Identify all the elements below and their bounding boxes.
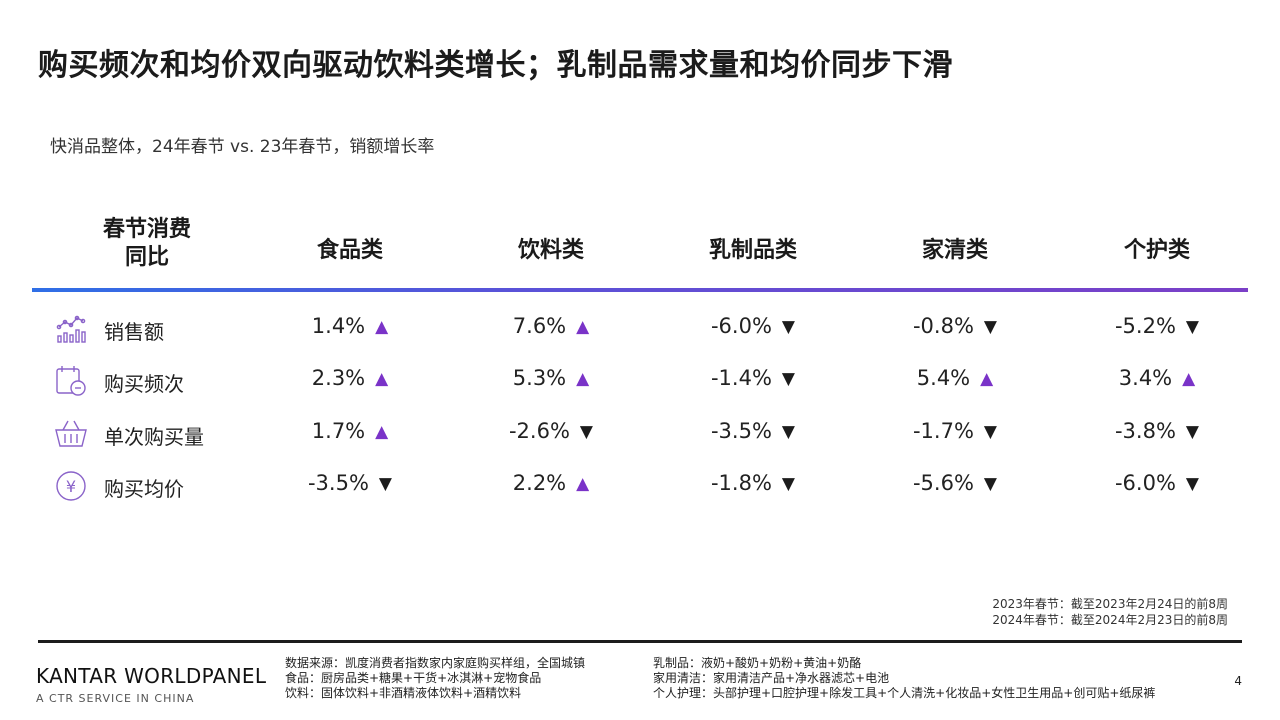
cell: 3.4% ▲ [1118,366,1196,390]
table-row-avg-price: ¥ 购买均价 -3.5% ▼ 2.2% ▲ -1.8% ▼ -5.6% ▼ -6.0% ▼ [0,463,1280,509]
cell: -5.6% ▼ [912,471,997,495]
column-header-beverage: 饮料类 [517,238,584,263]
period-notes: 2023年春节：截至2023年2月24日的前8周 2024年春节：截至2024年… [992,596,1228,628]
down-arrow-icon: ▼ [983,317,997,337]
calendar-clock-icon [56,366,86,396]
table-row-sales: 销售额 1.4% ▲ 7.6% ▲ -6.0% ▼ -0.8% ▼ -5.2% ▼ [0,306,1280,352]
footer-note: 家用清洁：家用清洁产品+净水器滤芯+电池 [653,671,890,685]
down-arrow-icon: ▼ [781,422,795,442]
brand-tagline: A CTR SERVICE IN CHINA [36,692,195,705]
down-arrow-icon: ▼ [781,369,795,389]
footer-note: 饮料：固体饮料+非酒精液体饮料+酒精饮料 [285,686,522,700]
cell: 1.7% ▲ [311,419,389,443]
cell: -5.2% ▼ [1114,314,1199,338]
footer-note: 食品：厨房品类+糖果+干货+冰淇淋+宠物食品 [285,671,542,685]
table-header-first: 春节消费 同比 [72,216,222,272]
page-subtitle: 快消品整体，24年春节 vs. 23年春节，销额增长率 [50,137,435,157]
cell: -0.8% ▼ [912,314,997,338]
header-divider [32,288,1248,292]
cell: -3.8% ▼ [1114,419,1199,443]
row-label-frequency: 购买频次 [104,372,184,396]
cell: -3.5% ▼ [710,419,795,443]
cell: -3.5% ▼ [307,471,392,495]
cell: 5.4% ▲ [916,366,994,390]
column-header-home-care: 家清类 [921,238,988,263]
cell: 2.2% ▲ [512,471,590,495]
down-arrow-icon: ▼ [378,474,392,494]
down-arrow-icon: ▼ [983,422,997,442]
cell: -6.0% ▼ [1114,471,1199,495]
cell: 2.3% ▲ [311,366,389,390]
column-header-food: 食品类 [316,238,383,263]
up-arrow-icon: ▲ [1182,369,1196,389]
svg-text:¥: ¥ [66,477,76,496]
table-row-frequency: 购买频次 2.3% ▲ 5.3% ▲ -1.4% ▼ 5.4% ▲ 3.4% ▲ [0,358,1280,404]
footer-note: 数据来源：凯度消费者指数家内家庭购买样组，全国城镇 [285,656,586,670]
footer-notes-left: 数据来源：凯度消费者指数家内家庭购买样组，全国城镇 食品：厨房品类+糖果+干货+… [285,656,585,701]
down-arrow-icon: ▼ [1185,317,1199,337]
column-header-dairy: 乳制品类 [708,238,797,263]
brand-logo: KANTAR WORLDPANEL [36,664,267,688]
cell: -1.7% ▼ [912,419,997,443]
footer-note: 个人护理：头部护理+口腔护理+除发工具+个人清洗+化妆品+女性卫生用品+创可贴+… [653,686,1156,700]
down-arrow-icon: ▼ [579,422,593,442]
cell: -2.6% ▼ [508,419,593,443]
cell: -1.8% ▼ [710,471,795,495]
footer-divider [38,640,1242,643]
column-header-personal-care: 个护类 [1123,238,1190,263]
down-arrow-icon: ▼ [781,317,795,337]
table-header-first-line2: 同比 [124,245,169,270]
footer-notes-right: 乳制品：液奶+酸奶+奶粉+黄油+奶酪 家用清洁：家用清洁产品+净水器滤芯+电池 … [653,656,1155,701]
yuan-coin-icon: ¥ [56,471,86,501]
up-arrow-icon: ▲ [576,369,590,389]
up-arrow-icon: ▲ [375,317,389,337]
down-arrow-icon: ▼ [983,474,997,494]
down-arrow-icon: ▼ [781,474,795,494]
page-number: 4 [1234,674,1242,688]
page-title: 购买频次和均价双向驱动饮料类增长；乳制品需求量和均价同步下滑 [38,48,953,83]
down-arrow-icon: ▼ [1185,422,1199,442]
row-label-volume: 单次购买量 [104,425,204,449]
sales-chart-icon [56,315,86,343]
cell: -1.4% ▼ [710,366,795,390]
cell: 1.4% ▲ [311,314,389,338]
up-arrow-icon: ▲ [576,317,590,337]
table-header-first-line1: 春节消费 [102,217,191,242]
footer-note: 乳制品：液奶+酸奶+奶粉+黄油+奶酪 [653,656,862,670]
table-row-volume: 单次购买量 1.7% ▲ -2.6% ▼ -3.5% ▼ -1.7% ▼ -3.8% ▼ [0,411,1280,457]
cell: 5.3% ▲ [512,366,590,390]
up-arrow-icon: ▲ [375,422,389,442]
cell: -6.0% ▼ [710,314,795,338]
period-note-2024: 2024年春节：截至2024年2月23日的前8周 [992,613,1228,627]
up-arrow-icon: ▲ [576,474,590,494]
period-note-2023: 2023年春节：截至2023年2月24日的前8周 [992,597,1228,611]
cell: 7.6% ▲ [512,314,590,338]
up-arrow-icon: ▲ [980,369,994,389]
up-arrow-icon: ▲ [375,369,389,389]
row-label-avg-price: 购买均价 [104,477,184,501]
shopping-basket-icon [55,420,87,447]
row-label-sales: 销售额 [104,320,164,344]
down-arrow-icon: ▼ [1185,474,1199,494]
